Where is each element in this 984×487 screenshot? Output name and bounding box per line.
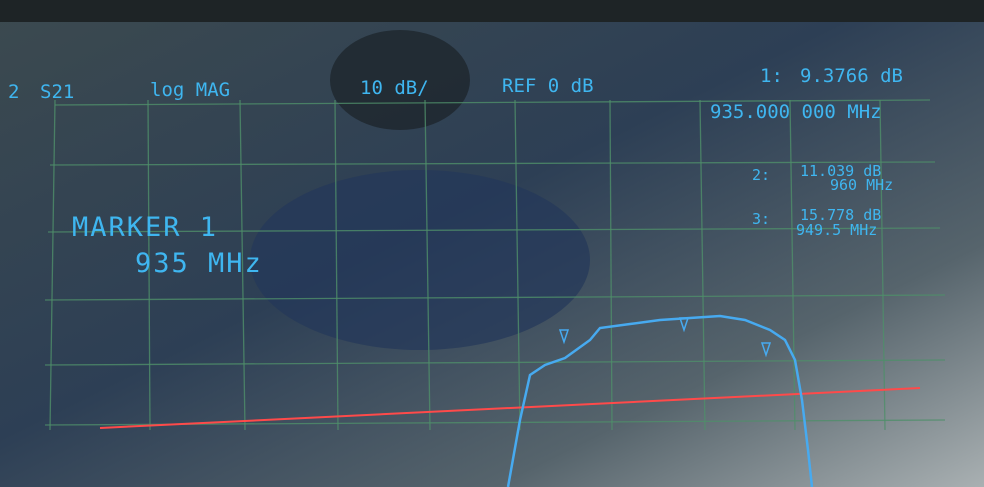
marker-label: 3:	[752, 210, 770, 228]
marker-triangles	[558, 317, 772, 358]
s21-trace	[506, 314, 814, 487]
reflection	[250, 170, 590, 350]
marker-label: 1:	[760, 65, 783, 87]
marker-value: 15.778 dB	[800, 206, 881, 224]
marker-frequency: 935.000 000 MHz	[710, 101, 882, 123]
reference-trace	[99, 387, 921, 429]
channel: 2	[8, 81, 19, 103]
marker-value: 11.039 dB	[800, 162, 881, 180]
reference: REF 0 dB	[502, 75, 594, 97]
parameter: S21	[40, 81, 74, 103]
format: log MAG	[150, 79, 230, 101]
active-marker-frequency: 935 MHz	[135, 248, 263, 279]
marker-frequency: 949.5 MHz	[796, 221, 877, 239]
bezel	[0, 0, 984, 22]
scale: 10 dB/	[360, 77, 429, 99]
marker-label: 2:	[752, 166, 770, 184]
marker-value: 9.3766 dB	[800, 65, 903, 87]
active-marker-title: MARKER 1	[72, 212, 218, 243]
reflection	[330, 30, 470, 130]
marker-frequency: 960 MHz	[830, 176, 893, 194]
